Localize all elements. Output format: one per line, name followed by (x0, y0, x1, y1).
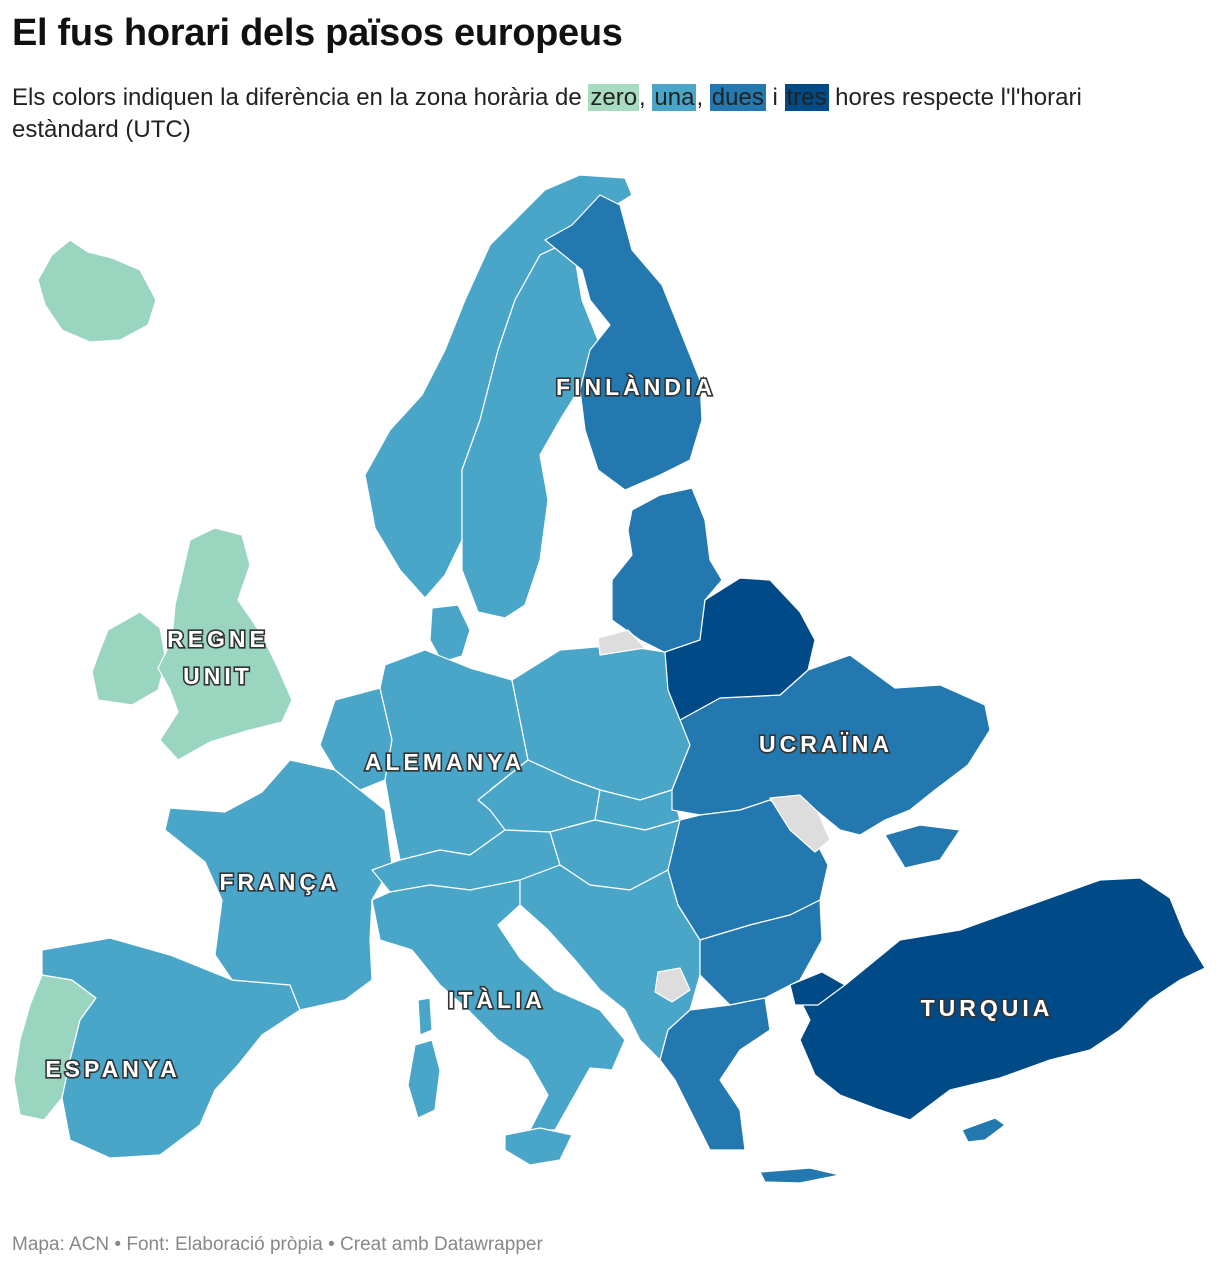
map-label-spain: ESPANYA (45, 1056, 180, 1082)
legend-two-highlight: dues (709, 84, 766, 111)
subtitle-sep: , (639, 84, 653, 111)
legend-three-highlight: tres (784, 84, 829, 111)
country-sicily (504, 1127, 573, 1166)
zone-utc2 (544, 194, 1006, 1184)
zone-utc1 (41, 174, 701, 1166)
country-belarus (664, 577, 816, 721)
country-moldova (769, 794, 831, 853)
zone-no-data (597, 629, 831, 1003)
map-label-united-kingdom-line1: REGNE (167, 626, 269, 652)
europe-timezone-map: FINLÀNDIA REGNE UNIT ALEMANYA UCRAÏNA FR… (13, 174, 1206, 1184)
country-turkey-thrace (789, 971, 846, 1006)
country-bulgaria (699, 899, 823, 1006)
subtitle-sep: , (696, 84, 710, 111)
zone-utc3 (664, 577, 1206, 1121)
legend-zero-highlight: zero (588, 84, 640, 111)
country-kosovo (654, 967, 691, 1003)
country-ukraine (671, 654, 991, 836)
country-iceland (37, 239, 157, 343)
country-finland (544, 194, 703, 491)
country-turkey (799, 877, 1206, 1121)
map-label-ukraine: UCRAÏNA (759, 731, 893, 757)
country-united-kingdom (157, 527, 293, 761)
subtitle-text: Els colors indiquen la diferència en la … (12, 84, 589, 111)
zone-utc0 (13, 239, 293, 1121)
country-cyprus (961, 1117, 1006, 1143)
country-france (164, 759, 393, 1011)
map-label-italy: ITÀLIA (448, 986, 546, 1013)
country-crete (759, 1167, 841, 1184)
subtitle-text-end: hores respecte l'l'horari estàndard (UTC… (12, 84, 1082, 143)
country-corsica (417, 997, 433, 1036)
subtitle-sep: i (765, 84, 785, 111)
chart-subtitle: Els colors indiquen la diferència en la … (12, 82, 1192, 146)
legend-one-highlight: una (652, 84, 697, 111)
chart-title: El fus horari dels països europeus (12, 12, 623, 54)
country-denmark (429, 604, 471, 663)
country-ireland (91, 611, 167, 706)
map-label-france: FRANÇA (219, 869, 340, 895)
country-greece (659, 997, 771, 1151)
map-label-united-kingdom-line2: UNIT (183, 663, 253, 689)
country-crimea (884, 824, 961, 869)
map-label-turkey: TURQUIA (921, 995, 1054, 1021)
country-kaliningrad (597, 629, 646, 656)
map-label-germany: ALEMANYA (365, 749, 525, 775)
country-sardinia (407, 1039, 441, 1119)
map-label-finland: FINLÀNDIA (556, 373, 716, 400)
chart-footer: Mapa: ACN • Font: Elaboració pròpia • Cr… (12, 1234, 543, 1255)
